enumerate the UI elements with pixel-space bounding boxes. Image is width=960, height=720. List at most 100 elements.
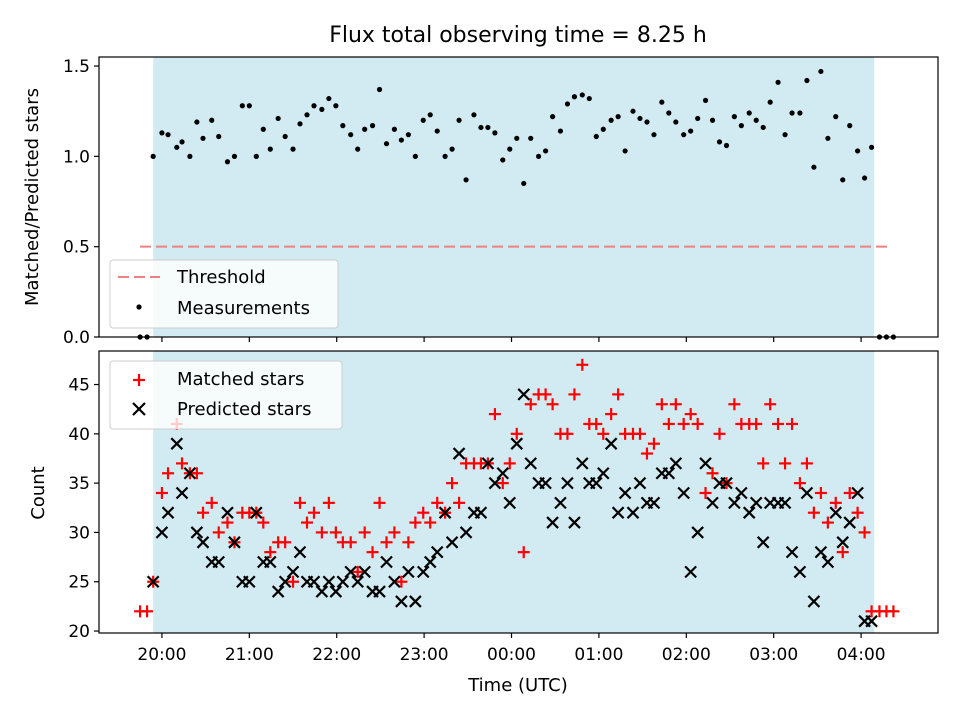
matched-star-point [431, 496, 444, 509]
measurement-point [825, 135, 831, 141]
measurement-point [507, 146, 513, 152]
matched-star-point [488, 408, 501, 421]
measurement-point [651, 132, 657, 138]
matched-star-point [322, 496, 335, 509]
predicted-star-point [546, 516, 559, 529]
predicted-star-point [720, 476, 733, 490]
matched-star-point [380, 536, 393, 549]
matched-star-point [424, 516, 437, 529]
matched-star-point [684, 408, 697, 421]
matched-star-point [162, 467, 175, 480]
matched-star-point [669, 398, 682, 411]
measurement-point [630, 108, 636, 114]
legend-measurements-label: Measurements [177, 298, 310, 319]
matched-star-point [750, 417, 763, 430]
measurement-point [253, 153, 259, 159]
measurement-point [194, 119, 200, 125]
measurement-point [442, 153, 448, 159]
measurement-point [549, 114, 556, 120]
measurement-point [716, 139, 723, 145]
predicted-star-point [307, 575, 321, 589]
predicted-star-point [691, 526, 704, 539]
measurement-point [209, 117, 215, 123]
measurement-point [420, 117, 426, 123]
measurement-point [463, 177, 469, 183]
predicted-star-point [402, 565, 415, 579]
predicted-star-point [293, 545, 307, 559]
measurement-point [644, 119, 650, 125]
measurement-point [239, 103, 245, 109]
measurement-point [376, 86, 383, 93]
measurement-point [326, 95, 332, 102]
matched-star-point [764, 398, 777, 411]
predicted-star-point [647, 496, 661, 510]
matched-star-point [699, 486, 712, 499]
count-ytick-label: 35 [68, 474, 90, 494]
matched-star-point [713, 427, 726, 440]
predicted-star-point [836, 536, 850, 549]
count-xtick-label: 04:00 [837, 645, 886, 665]
measurement-point [200, 135, 206, 141]
measurement-point [528, 135, 534, 141]
measurement-point [231, 153, 238, 159]
predicted-star-point [409, 595, 422, 608]
matched-star-point [409, 516, 422, 529]
predicted-star-point [380, 555, 393, 569]
count-ytick-label: 20 [68, 622, 90, 642]
matched-star-point [366, 546, 379, 559]
predicted-star-point [742, 506, 756, 519]
measurement-point [702, 97, 709, 103]
predicted-star-point [373, 585, 386, 598]
matched-star-point [446, 477, 459, 490]
measurement-point [797, 110, 803, 116]
predicted-star-point [618, 486, 632, 500]
matched-star-point [633, 427, 646, 440]
predicted-star-point [554, 496, 567, 510]
measurement-point [348, 132, 354, 138]
matched-star-point [294, 496, 307, 509]
matched-star-point [640, 447, 653, 460]
predicted-star-point [438, 506, 452, 519]
ratio-legend: Threshold Measurements [109, 259, 339, 329]
matched-star-point [176, 457, 189, 470]
matched-star-point [800, 457, 813, 470]
matched-star-point [807, 506, 820, 519]
count-y-axis-label: Count [28, 466, 49, 519]
matched-star-point [757, 457, 770, 470]
predicted-star-point [756, 536, 770, 549]
predicted-star-point [568, 516, 581, 529]
predicted-star-point [699, 457, 712, 470]
predicted-star-point [517, 388, 531, 401]
ratio-panel: 0.0 0.5 1.0 1.5 Matched/Predicted stars Thr… [22, 56, 939, 348]
legend-matched-swatch [133, 374, 145, 386]
measurement-point [818, 68, 824, 75]
measurement-point [695, 115, 701, 122]
measurement-point [861, 175, 868, 181]
matched-star-point [307, 506, 320, 519]
predicted-star-point [829, 506, 843, 519]
measurement-point [767, 99, 773, 105]
predicted-star-point [800, 486, 814, 500]
matched-star-point [301, 516, 314, 529]
legend-predicted-swatch [132, 402, 146, 416]
count-axes-frame [98, 350, 939, 634]
predicted-star-point [481, 457, 495, 470]
predicted-star-point [344, 565, 357, 579]
measurement-point [542, 148, 549, 154]
predicted-star-point [778, 496, 792, 510]
measurement-point [224, 159, 231, 165]
predicted-star-point [785, 545, 799, 559]
measurement-point [811, 164, 817, 170]
predicted-star-point [539, 476, 552, 490]
matched-star-point [647, 437, 660, 450]
measurement-point [637, 115, 643, 122]
measurement-point [434, 128, 440, 134]
measurement-point [275, 115, 281, 122]
count-ytick-label: 30 [68, 523, 90, 543]
measurement-point [383, 141, 390, 147]
matched-star-point [539, 388, 552, 401]
predicted-star-point [851, 486, 864, 500]
legend-measurements-swatch [136, 304, 142, 310]
measurement-point [586, 95, 592, 102]
